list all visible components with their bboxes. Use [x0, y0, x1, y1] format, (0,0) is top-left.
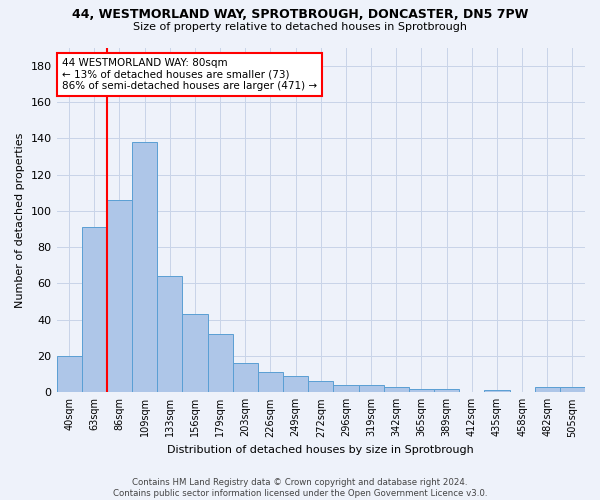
Bar — [107, 200, 132, 392]
Text: 44 WESTMORLAND WAY: 80sqm
← 13% of detached houses are smaller (73)
86% of semi-: 44 WESTMORLAND WAY: 80sqm ← 13% of detac… — [62, 58, 317, 91]
Bar — [484, 390, 509, 392]
Bar — [334, 385, 359, 392]
Text: 44, WESTMORLAND WAY, SPROTBROUGH, DONCASTER, DN5 7PW: 44, WESTMORLAND WAY, SPROTBROUGH, DONCAS… — [72, 8, 528, 20]
Bar — [409, 388, 434, 392]
Bar — [258, 372, 283, 392]
Bar — [132, 142, 157, 393]
Bar — [157, 276, 182, 392]
Text: Contains HM Land Registry data © Crown copyright and database right 2024.
Contai: Contains HM Land Registry data © Crown c… — [113, 478, 487, 498]
Bar — [233, 364, 258, 392]
Bar — [82, 227, 107, 392]
Bar — [208, 334, 233, 392]
Bar — [308, 382, 334, 392]
Bar — [434, 388, 459, 392]
Text: Size of property relative to detached houses in Sprotbrough: Size of property relative to detached ho… — [133, 22, 467, 32]
Bar — [182, 314, 208, 392]
Bar — [283, 376, 308, 392]
Y-axis label: Number of detached properties: Number of detached properties — [15, 132, 25, 308]
Bar — [56, 356, 82, 393]
Bar — [359, 385, 383, 392]
Bar — [560, 387, 585, 392]
Bar — [383, 387, 409, 392]
X-axis label: Distribution of detached houses by size in Sprotbrough: Distribution of detached houses by size … — [167, 445, 474, 455]
Bar — [535, 387, 560, 392]
